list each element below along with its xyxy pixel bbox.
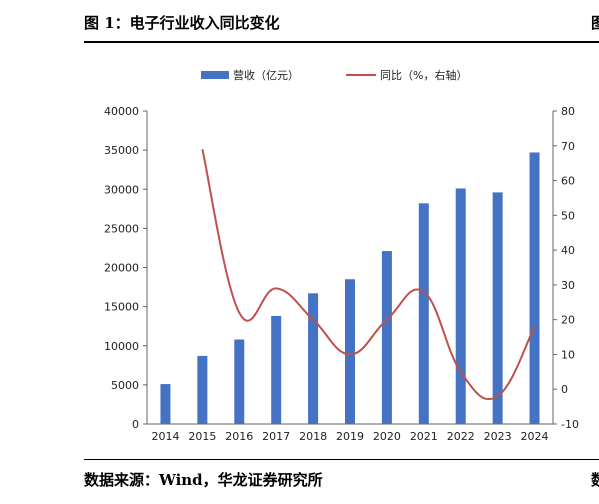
right-tick-label: 50 (561, 209, 575, 222)
legend-label-growth: 同比（%，右轴） (380, 68, 467, 82)
revenue-bar (492, 192, 503, 424)
x-tick-label: 2022 (447, 430, 475, 443)
x-tick-label: 2017 (262, 430, 290, 443)
revenue-bar (234, 339, 245, 424)
left-tick-label: 5000 (111, 379, 139, 392)
x-tick-label: 2016 (225, 430, 253, 443)
left-tick-label: 40000 (104, 105, 139, 118)
right-tick-label: 30 (561, 279, 575, 292)
right-tick-label: 70 (561, 140, 575, 153)
right-tick-label: 60 (561, 175, 575, 188)
revenue-bar (345, 279, 355, 424)
revenue-bar (529, 152, 540, 424)
right-tick-label: 40 (561, 244, 575, 257)
x-tick-label: 2020 (373, 430, 401, 443)
x-tick-label: 2015 (188, 430, 216, 443)
right-axis: -10 0 10 20 30 40 50 60 70 80 (552, 105, 579, 431)
left-tick-label: 20000 (104, 262, 139, 275)
revenue-bar (308, 293, 319, 424)
legend: 营收（亿元） 同比（%，右轴） (201, 68, 467, 82)
x-tick-label: 2021 (410, 430, 438, 443)
cropped-edge-text-bottom: 数 (591, 471, 599, 489)
left-tick-label: 15000 (104, 301, 139, 314)
right-tick-label: 0 (561, 383, 568, 396)
x-tick-label: 2024 (521, 430, 549, 443)
x-axis: 2014 2015 2016 2017 2018 2019 2020 2021 2022 2023… (147, 423, 553, 443)
revenue-bar (455, 188, 466, 424)
left-tick-label: 25000 (104, 222, 139, 235)
revenue-bar (381, 251, 392, 424)
legend-label-revenue: 营收（亿元） (233, 68, 299, 82)
top-rule (84, 41, 599, 43)
x-tick-label: 2018 (299, 430, 327, 443)
left-axis: 0 5000 10000 15000 20000 25000 30000 35000 40000 (104, 105, 148, 431)
revenue-bar (197, 355, 208, 424)
yoy-growth-line (201, 149, 536, 401)
left-tick-label: 10000 (104, 340, 139, 353)
revenue-bar (160, 384, 171, 424)
line-series (201, 149, 536, 401)
revenue-bar (418, 203, 429, 424)
right-tick-label: 80 (561, 105, 575, 118)
x-tick-label: 2023 (484, 430, 512, 443)
figure-title: 图 1：电子行业收入同比变化 (84, 14, 280, 32)
right-tick-label: 10 (561, 348, 575, 361)
revenue-growth-chart: 营收（亿元） 同比（%，右轴） 0 5000 10000 15000 20000 25000… (104, 68, 579, 443)
right-tick-label: -10 (561, 418, 579, 431)
bottom-rule (84, 459, 599, 460)
left-tick-label: 0 (132, 418, 139, 431)
x-tick-label: 2019 (336, 430, 364, 443)
legend-swatch-revenue (201, 71, 229, 79)
cropped-edge-text-top: 图 (591, 14, 599, 32)
left-tick-label: 30000 (104, 183, 139, 196)
x-tick-label: 2014 (151, 430, 179, 443)
left-tick-label: 35000 (104, 144, 139, 157)
right-tick-label: 20 (561, 314, 575, 327)
figure-header: 图 1：电子行业收入同比变化 图 (0, 0, 599, 44)
data-source: 数据来源：Wind，华龙证券研究所 (84, 471, 323, 489)
bar-series (160, 152, 540, 424)
revenue-bar (271, 316, 282, 424)
